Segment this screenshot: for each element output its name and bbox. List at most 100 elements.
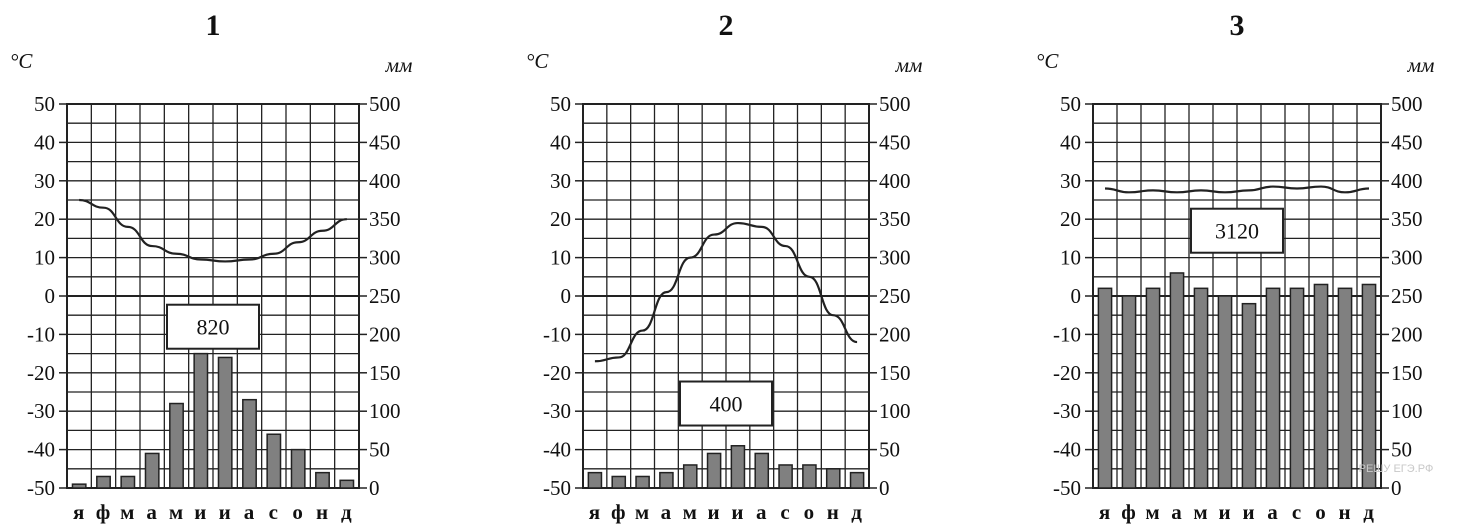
temperature-tick-label: -20 (543, 361, 571, 385)
month-label: и (731, 500, 744, 524)
precipitation-bar (1313, 283, 1329, 489)
climate-chart-1: 1°C мм50403020100-10-20-30-40-50500450400… (10, 9, 412, 524)
temperature-tick-label: -50 (543, 476, 571, 500)
precipitation-bar (1241, 302, 1257, 489)
temperature-unit: °C (1036, 49, 1059, 73)
temperature-tick-label: 20 (1060, 207, 1081, 231)
precipitation-unit: мм (1407, 53, 1435, 77)
month-label: я (589, 500, 601, 524)
temperature-tick-label: -40 (1053, 438, 1081, 462)
temperature-tick-label: 0 (561, 284, 572, 308)
precipitation-bar (1337, 287, 1353, 489)
precipitation-tick-label: 150 (369, 361, 401, 385)
precipitation-bar (635, 475, 650, 489)
precipitation-tick-label: 200 (1391, 322, 1423, 346)
precipitation-bar (217, 356, 233, 489)
precipitation-unit: мм (895, 53, 923, 77)
precipitation-bar (778, 464, 793, 489)
month-label: о (292, 500, 304, 524)
month-label: ф (611, 500, 627, 524)
precipitation-bar (1169, 272, 1185, 489)
month-label: м (1193, 500, 1208, 524)
temperature-tick-label: 10 (1060, 246, 1081, 270)
total-precipitation-value: 820 (197, 315, 230, 340)
precipitation-bar (1361, 283, 1377, 489)
month-label: н (1338, 500, 1351, 524)
precipitation-bar (659, 471, 674, 489)
month-label: ф (96, 500, 112, 524)
temperature-tick-label: 0 (45, 284, 56, 308)
precipitation-bar (849, 471, 865, 489)
temperature-tick-label: 50 (1060, 92, 1081, 116)
precipitation-bar (682, 464, 698, 489)
precipitation-bar (290, 448, 306, 489)
month-label: и (194, 500, 207, 524)
chart-number: 1 (206, 9, 221, 42)
precipitation-bar (730, 445, 746, 489)
temperature-tick-label: 30 (1060, 169, 1081, 193)
precipitation-tick-label: 250 (879, 284, 911, 308)
precipitation-tick-label: 300 (879, 246, 911, 270)
precipitation-bar (1097, 287, 1113, 489)
month-label: и (708, 500, 721, 524)
temperature-tick-label: -10 (27, 322, 55, 346)
temperature-tick-label: -40 (27, 438, 55, 462)
precipitation-tick-label: 300 (1391, 246, 1423, 270)
precipitation-bar (1121, 295, 1137, 489)
precipitation-tick-label: 400 (369, 169, 401, 193)
climate-chart-2: 2°C мм50403020100-10-20-30-40-50500450400… (526, 9, 922, 524)
month-label: о (1315, 500, 1327, 524)
month-label: а (1267, 500, 1279, 524)
precipitation-tick-label: 150 (1391, 361, 1423, 385)
temperature-tick-label: -10 (543, 322, 571, 346)
precipitation-tick-label: 100 (369, 399, 401, 423)
precipitation-tick-label: 500 (879, 92, 911, 116)
temperature-tick-label: -20 (1053, 361, 1081, 385)
precipitation-bar (96, 475, 111, 489)
precipitation-bar (339, 479, 355, 489)
temperature-tick-label: 20 (550, 207, 571, 231)
temperature-tick-label: 40 (1060, 130, 1081, 154)
temperature-line (79, 198, 347, 263)
precipitation-tick-label: 150 (879, 361, 911, 385)
total-precipitation-box (1190, 207, 1284, 254)
precipitation-tick-label: 350 (369, 207, 401, 231)
total-precipitation-value: 400 (710, 392, 743, 417)
precipitation-bar (169, 402, 184, 489)
month-label: с (1292, 500, 1302, 524)
temperature-tick-label: 50 (550, 92, 571, 116)
precipitation-tick-label: 400 (879, 169, 911, 193)
temperature-tick-label: 40 (550, 130, 571, 154)
temperature-tick-label: 0 (1071, 284, 1082, 308)
month-label: а (1171, 500, 1183, 524)
precipitation-bar (193, 352, 209, 489)
month-label: о (804, 500, 816, 524)
temperature-tick-label: 10 (34, 246, 55, 270)
temperature-unit: °C (526, 49, 549, 73)
precipitation-tick-label: 200 (879, 322, 911, 346)
precipitation-tick-label: 100 (1391, 399, 1423, 423)
climate-chart-3: 3°C мм50403020100-10-20-30-40-50500450400… (1036, 9, 1434, 524)
precipitation-bar (120, 475, 136, 489)
temperature-line (594, 221, 858, 363)
precipitation-bar (1145, 287, 1161, 489)
precipitation-tick-label: 50 (1391, 438, 1412, 462)
temperature-tick-label: -10 (1053, 322, 1081, 346)
temperature-line (1104, 185, 1370, 194)
precipitation-bar (611, 475, 627, 489)
precipitation-tick-label: 0 (369, 476, 380, 500)
month-label: м (169, 500, 184, 524)
month-label: н (827, 500, 840, 524)
temperature-unit: °C (10, 49, 33, 73)
temperature-tick-label: 40 (34, 130, 55, 154)
total-precipitation-value: 3120 (1215, 219, 1259, 244)
precipitation-tick-label: 300 (369, 246, 401, 270)
month-label: д (341, 500, 353, 524)
temperature-tick-label: -30 (543, 399, 571, 423)
temperature-tick-label: -20 (27, 361, 55, 385)
month-label: я (1099, 500, 1111, 524)
month-label: ф (1121, 500, 1137, 524)
precipitation-bar (71, 483, 87, 489)
